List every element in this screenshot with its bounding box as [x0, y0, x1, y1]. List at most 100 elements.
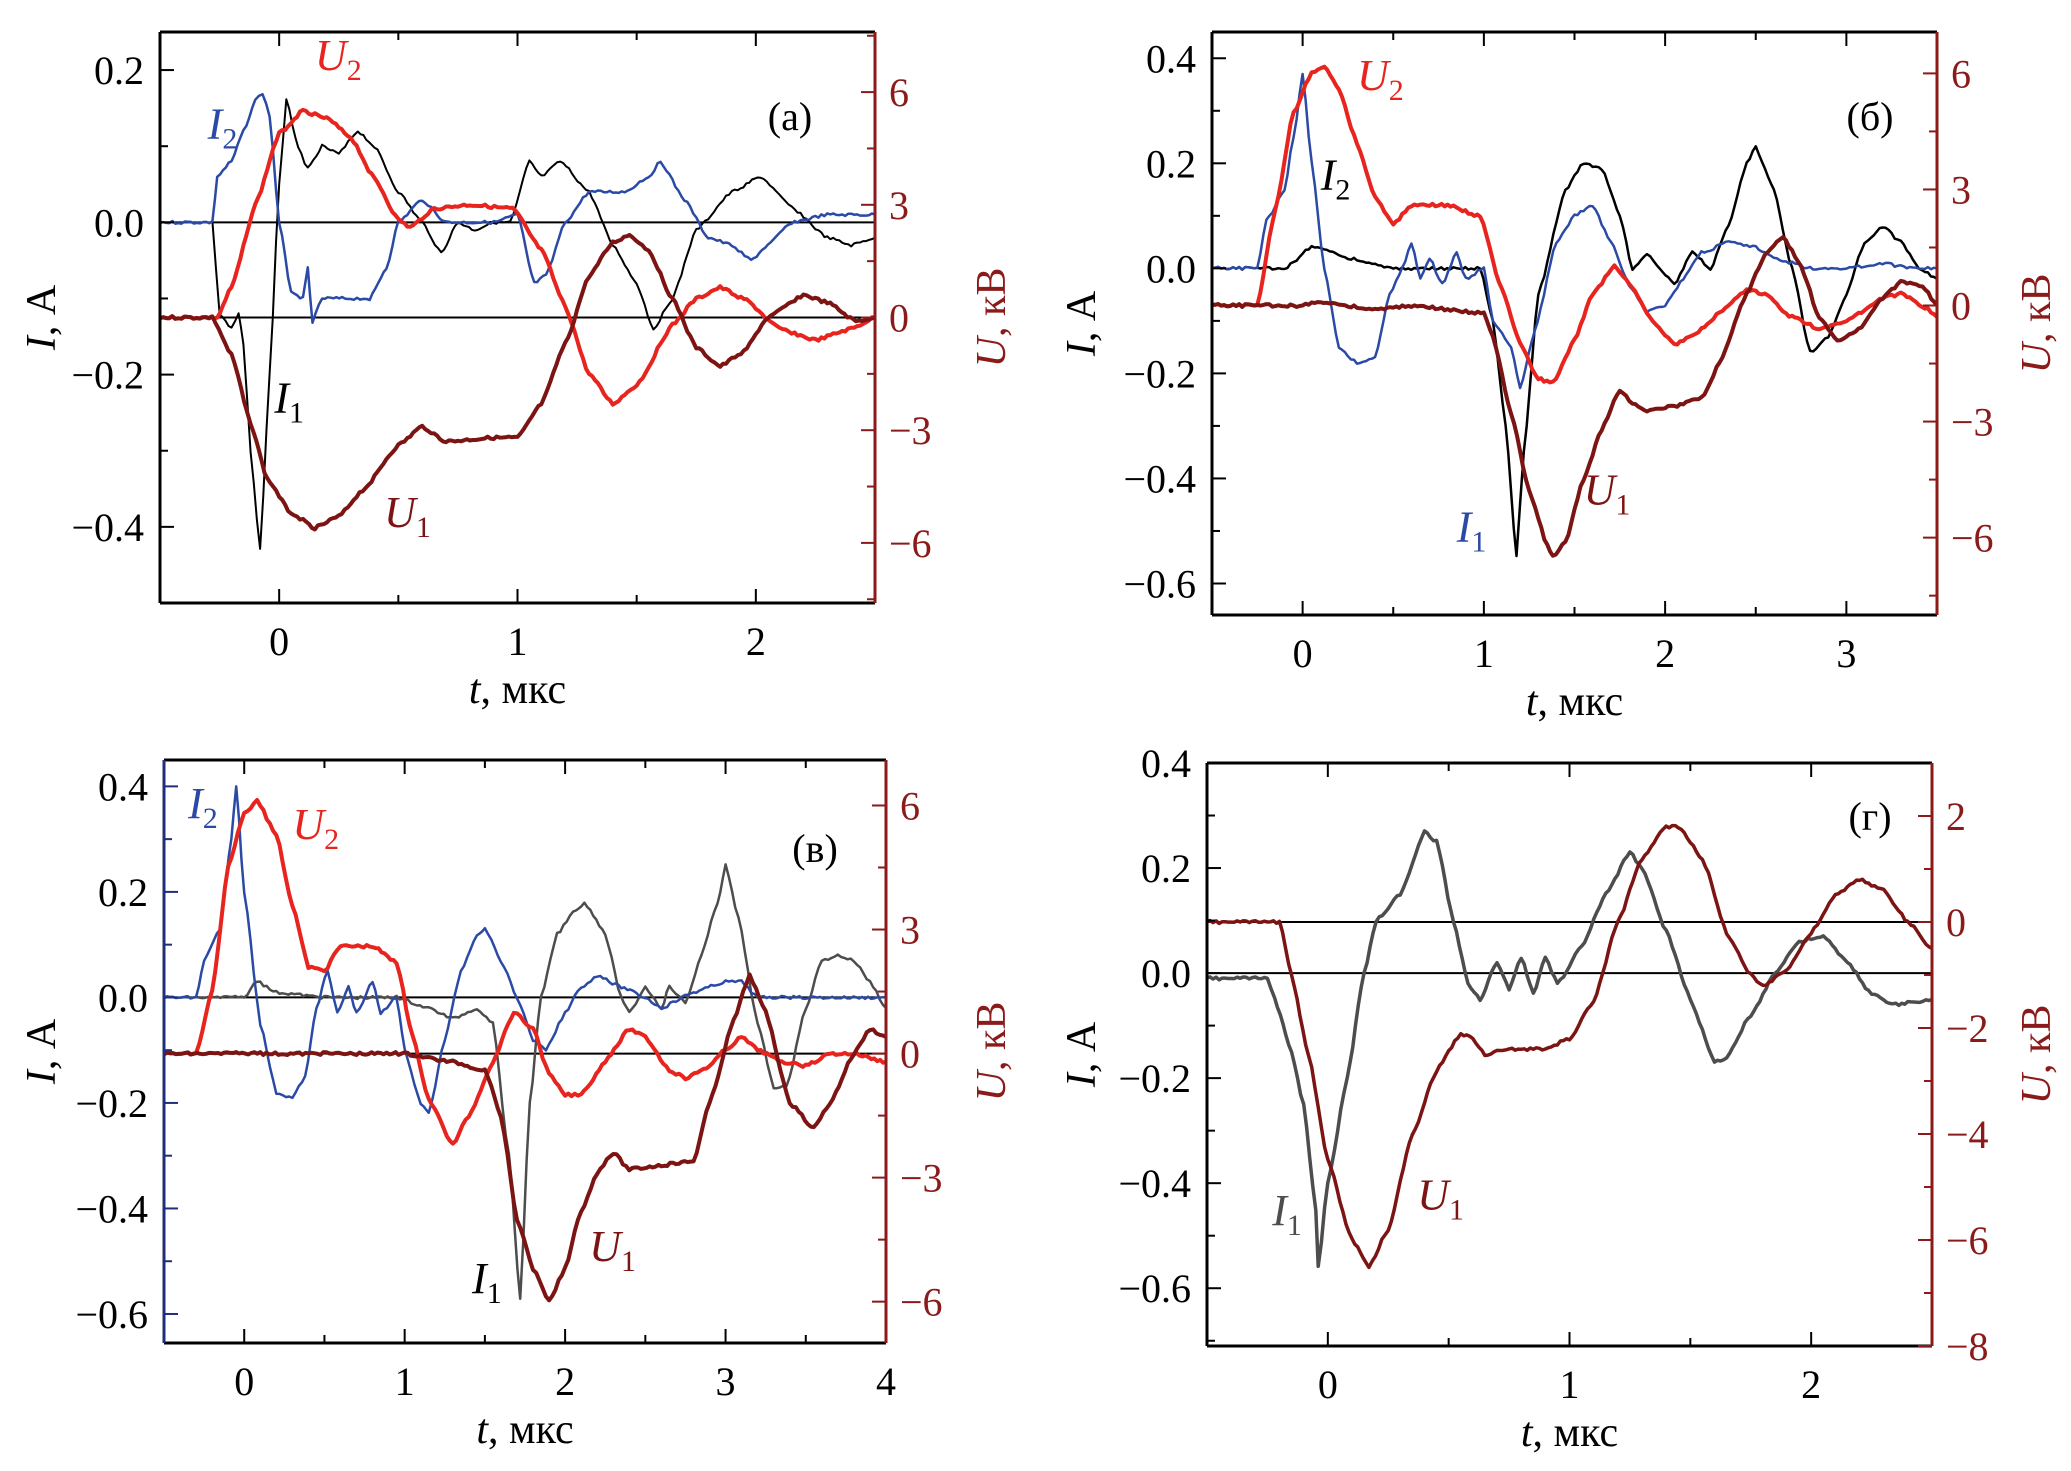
- y-right-title-unit: , кВ: [969, 268, 1015, 337]
- y-right-tick-label: 6: [889, 70, 909, 115]
- x-tick-label: 0: [269, 619, 289, 664]
- curve-label-symbol: U: [292, 800, 327, 849]
- curve-label-subscript: 2: [222, 123, 237, 156]
- y-right-tick-label: 0: [1951, 284, 1971, 329]
- x-axis-title-symbol: t: [469, 667, 482, 713]
- y-left-title-unit: , А: [19, 284, 65, 336]
- x-tick-label: 0: [234, 1359, 254, 1404]
- panel-letter: (г): [1848, 794, 1891, 839]
- curve-label-symbol: I: [1456, 502, 1474, 551]
- curve-label-u2: U2: [292, 800, 339, 856]
- x-axis-title-unit: , мкс: [1538, 679, 1624, 725]
- panel-b: 0 1 2 3 −0.6 −0.4 −0.2 0.0 0.2 0.4 −6 −3 0 3 6 t, мкс I,…: [1059, 30, 2060, 725]
- curve-label-symbol: I: [1271, 1186, 1289, 1235]
- curve-label-symbol: I: [1320, 151, 1338, 200]
- curve-label-subscript: 2: [203, 802, 218, 835]
- curve-label-symbol: I: [273, 374, 291, 423]
- y-left-tick-label: 0.0: [1146, 246, 1196, 291]
- y-left-tick-label: 0.2: [94, 48, 144, 93]
- curve-label-i1: I1: [1456, 502, 1487, 558]
- x-tick-label: 1: [395, 1359, 415, 1404]
- curve-label-i1: I1: [273, 374, 304, 430]
- y-right-tick-label: 6: [1951, 51, 1971, 96]
- y-right-title-unit: , кВ: [969, 1002, 1015, 1071]
- y-left-axis-title: I, А: [19, 1018, 65, 1085]
- x-tick-label: 2: [746, 619, 766, 664]
- curve-label-subscript: 2: [324, 823, 339, 856]
- curve-label-symbol: I: [471, 1254, 489, 1303]
- y-right-tick-label: −6: [889, 521, 932, 566]
- curve-label-symbol: U: [1584, 466, 1619, 515]
- y-left-title-symbol: I: [1059, 1071, 1105, 1088]
- y-right-tick-label: −3: [889, 408, 932, 453]
- y-right-tick-label: −8: [1946, 1324, 1989, 1369]
- curve-label-i1: I1: [1271, 1186, 1302, 1242]
- series-i2: [164, 785, 886, 1115]
- series-i1: [160, 98, 875, 550]
- y-right-title-symbol: U: [2014, 340, 2060, 373]
- x-axis-title-symbol: t: [476, 1407, 489, 1453]
- x-axis-title-symbol: t: [1526, 679, 1539, 725]
- curve-label-i2: I2: [1320, 151, 1351, 207]
- y-right-tick-label: −6: [900, 1280, 943, 1325]
- panel-c: 0 1 2 3 4 −0.6 −0.4 −0.2 0.0 0.2 0.4 −6 −3 0 3 6 t, мкс I…: [19, 758, 1015, 1453]
- y-left-tick-label: 0.2: [98, 870, 148, 915]
- series-u2: [160, 107, 875, 407]
- panel-letter: (а): [768, 94, 812, 139]
- x-axis-title: t, мкс: [476, 1407, 573, 1453]
- curve-label-subscript: 1: [1471, 525, 1486, 558]
- curve-label-u1: U1: [384, 488, 431, 544]
- x-axis-title: t, мкс: [469, 667, 566, 713]
- series-group: [164, 785, 886, 1303]
- y-right-axis-title: U, кВ: [969, 1002, 1015, 1102]
- y-left-title-symbol: I: [1059, 340, 1105, 357]
- x-axis-title: t, мкс: [1521, 1410, 1618, 1456]
- y-right-tick-label: −6: [1951, 516, 1994, 561]
- y-right-title-symbol: U: [2014, 1071, 2060, 1104]
- y-left-tick-label: −0.4: [71, 505, 144, 550]
- curve-label-i2: I2: [207, 100, 238, 156]
- y-left-tick-label: −0.6: [75, 1292, 148, 1337]
- y-left-tick-label: −0.4: [1123, 456, 1196, 501]
- series-group: [1207, 823, 1932, 1270]
- y-left-tick-label: −0.2: [71, 353, 144, 398]
- y-right-axis-title: U, кВ: [2014, 1005, 2060, 1105]
- curve-label-i2: I2: [187, 779, 218, 835]
- y-left-axis-title: I, А: [1059, 1021, 1105, 1088]
- y-left-tick-label: −0.4: [75, 1186, 148, 1231]
- y-right-tick-label: −3: [1951, 400, 1994, 445]
- y-right-tick-label: −2: [1946, 1006, 1989, 1051]
- y-left-title-unit: , А: [19, 1018, 65, 1070]
- y-left-tick-label: 0.4: [1141, 741, 1191, 786]
- y-right-tick-label: 3: [889, 183, 909, 228]
- y-left-tick-label: −0.2: [1118, 1056, 1191, 1101]
- curve-label-subscript: 1: [1615, 489, 1630, 522]
- x-tick-label: 4: [876, 1359, 896, 1404]
- y-right-title-symbol: U: [969, 1068, 1015, 1101]
- curve-label-subscript: 2: [1335, 174, 1350, 207]
- series-u2: [1212, 64, 1937, 385]
- x-tick-label: 1: [1474, 631, 1494, 676]
- x-tick-label: 2: [555, 1359, 575, 1404]
- panel-letter: (в): [792, 826, 838, 871]
- y-left-axis-title: I, А: [1059, 290, 1105, 357]
- curve-label-u2: U2: [315, 31, 362, 87]
- x-tick-label: 2: [1655, 631, 1675, 676]
- series-u1: [1212, 235, 1937, 558]
- y-left-tick-label: 0.0: [94, 200, 144, 245]
- y-left-tick-label: 0.4: [1146, 36, 1196, 81]
- y-left-tick-label: −0.6: [1118, 1266, 1191, 1311]
- x-tick-label: 3: [716, 1359, 736, 1404]
- x-axis-title-unit: , мкс: [488, 1407, 574, 1453]
- x-tick-label: 2: [1801, 1362, 1821, 1407]
- y-right-title-unit: , кВ: [2014, 274, 2060, 343]
- x-tick-label: 1: [508, 619, 528, 664]
- curve-label-subscript: 1: [621, 1245, 636, 1278]
- curve-label-subscript: 1: [416, 511, 431, 544]
- y-left-axis-title: I, А: [19, 284, 65, 351]
- curve-label-subscript: 1: [289, 397, 304, 430]
- curve-label-u1: U1: [589, 1222, 636, 1278]
- x-axis-title-unit: , мкс: [1533, 1410, 1619, 1456]
